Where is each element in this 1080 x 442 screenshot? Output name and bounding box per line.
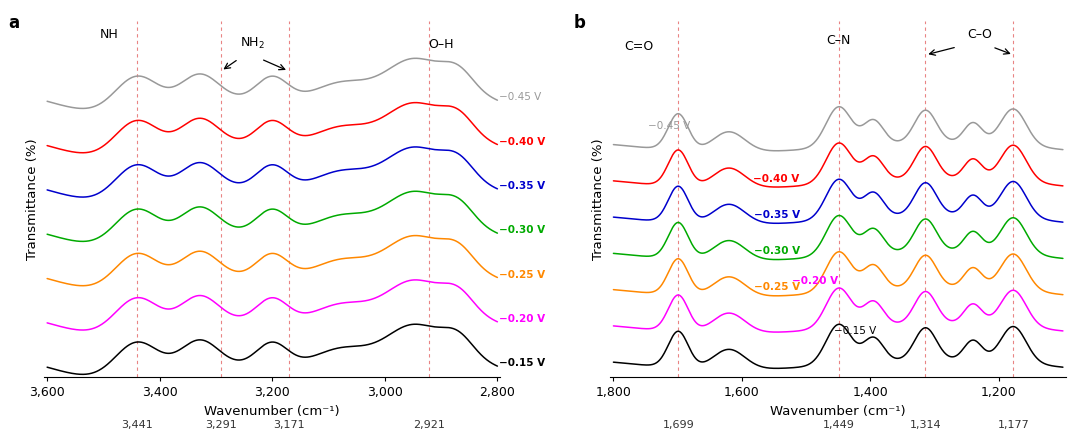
Text: −0.30 V: −0.30 V (499, 225, 544, 235)
Y-axis label: Transmittance (%): Transmittance (%) (592, 138, 605, 260)
Text: 3,291: 3,291 (205, 420, 237, 430)
Text: 2,921: 2,921 (414, 420, 445, 430)
Text: b: b (573, 14, 585, 31)
Text: −0.35 V: −0.35 V (499, 181, 544, 191)
Text: 3,171: 3,171 (273, 420, 305, 430)
Text: NH: NH (99, 28, 119, 41)
Text: −0.15 V: −0.15 V (835, 326, 877, 336)
Text: C–O: C–O (967, 28, 991, 41)
Text: −0.45 V: −0.45 V (499, 92, 541, 102)
Text: 3,441: 3,441 (121, 420, 152, 430)
Text: 1,177: 1,177 (998, 420, 1029, 430)
Text: C=O: C=O (624, 40, 653, 53)
Text: −0.25 V: −0.25 V (499, 270, 544, 279)
Text: −0.40 V: −0.40 V (754, 174, 799, 183)
Text: −0.45 V: −0.45 V (648, 121, 690, 131)
Text: O–H: O–H (429, 38, 454, 51)
Text: −0.20 V: −0.20 V (792, 276, 838, 286)
Text: −0.25 V: −0.25 V (754, 282, 799, 293)
X-axis label: Wavenumber (cm⁻¹): Wavenumber (cm⁻¹) (770, 405, 906, 418)
Text: 1,449: 1,449 (823, 420, 854, 430)
Y-axis label: Transmittance (%): Transmittance (%) (26, 138, 39, 260)
Text: −0.35 V: −0.35 V (754, 210, 799, 220)
Text: NH$_2$: NH$_2$ (240, 36, 265, 51)
Text: −0.30 V: −0.30 V (754, 246, 799, 256)
Text: C–N: C–N (826, 34, 851, 47)
Text: a: a (8, 14, 19, 31)
Text: −0.40 V: −0.40 V (499, 137, 544, 147)
Text: −0.20 V: −0.20 V (499, 314, 544, 324)
Text: 1,699: 1,699 (662, 420, 694, 430)
Text: 1,314: 1,314 (909, 420, 942, 430)
X-axis label: Wavenumber (cm⁻¹): Wavenumber (cm⁻¹) (204, 405, 340, 418)
Text: −0.15 V: −0.15 V (499, 358, 544, 368)
